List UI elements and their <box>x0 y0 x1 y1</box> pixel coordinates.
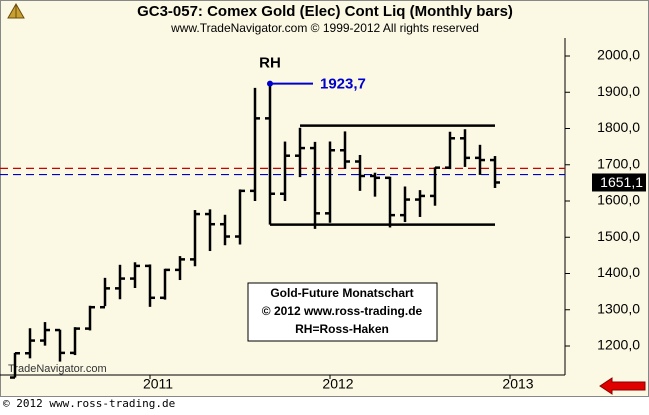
y-tick-label: 1900,0 <box>597 83 640 99</box>
logo <box>7 2 25 19</box>
y-tick-label: 1600,0 <box>597 192 640 208</box>
x-tick-label: 2013 <box>502 376 533 392</box>
footer: © 2012 www.ross-trading.de <box>3 397 175 410</box>
note-line: © 2012 www.ross-trading.de <box>262 304 423 318</box>
last-price-label: 1651,1 <box>600 174 643 190</box>
last-price-tag <box>592 173 646 192</box>
watermark: TradeNavigator.com <box>8 363 107 375</box>
subtitle: www.TradeNavigator.com © 1999-2012 All r… <box>170 21 479 35</box>
y-tick-label: 1700,0 <box>597 155 640 171</box>
scroll-arrow[interactable] <box>599 377 646 395</box>
y-tick-label: 1400,0 <box>597 264 640 280</box>
note-box <box>247 282 438 342</box>
chart-title: GC3-057: Comex Gold (Elec) Cont Liq (Mon… <box>137 3 513 20</box>
y-tick-label: 2000,0 <box>597 47 640 63</box>
y-tick-label: 1500,0 <box>597 228 640 244</box>
peak-name: RH <box>259 55 281 72</box>
note-line: Gold-Future Monatschart <box>270 286 413 300</box>
peak-label: 1923,7 <box>320 76 366 93</box>
y-tick-label: 1300,0 <box>597 300 640 316</box>
x-tick-label: 2011 <box>143 376 173 392</box>
y-tick-label: 1800,0 <box>597 119 640 135</box>
peak-dot <box>267 80 273 87</box>
note-line: RH=Ross-Haken <box>295 322 389 336</box>
footer-bar <box>0 397 649 410</box>
x-tick-label: 2012 <box>322 376 353 392</box>
y-tick-label: 1200,0 <box>597 337 640 353</box>
